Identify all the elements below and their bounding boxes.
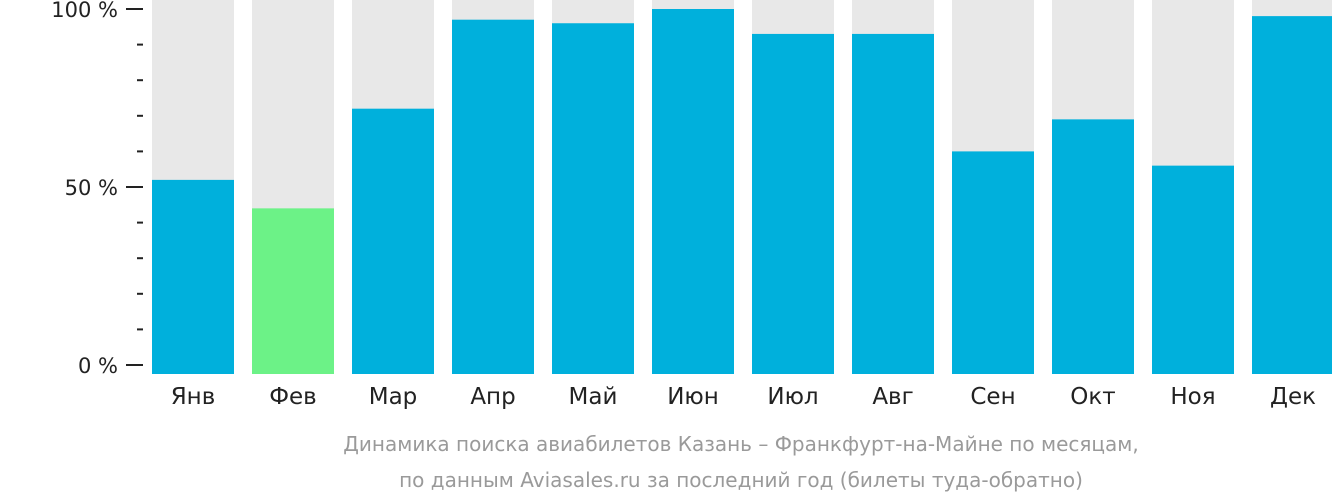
x-tick-label: Мар xyxy=(369,384,418,410)
x-tick-label: Май xyxy=(569,384,618,410)
bar-Май xyxy=(552,23,634,375)
bar-Янв xyxy=(152,179,234,374)
x-tick-label: Авг xyxy=(872,384,913,410)
bar-Июн xyxy=(652,9,734,374)
x-axis-labels: Янв Фев Мар Апр Май Июн Июл Авг Сен Окт Ноя Дек xyxy=(171,384,1316,410)
x-tick-label: Сен xyxy=(970,384,1015,410)
x-tick-label: Фев xyxy=(269,384,317,410)
x-tick-label: Июл xyxy=(767,384,818,410)
x-tick-label: Янв xyxy=(171,384,216,410)
x-tick-label: Июн xyxy=(667,384,719,410)
caption-line-2: по данным Aviasales.ru за последний год … xyxy=(399,468,1083,492)
bar-Ноя xyxy=(1152,165,1234,374)
x-tick-label: Ноя xyxy=(1170,384,1215,410)
bar-Фев xyxy=(252,208,334,374)
chart-caption: Динамика поиска авиабилетов Казань – Фра… xyxy=(343,432,1138,492)
bar-Окт xyxy=(1052,119,1134,374)
x-tick-label: Апр xyxy=(470,384,515,410)
y-tick-label: 100 % xyxy=(51,0,118,22)
bar-Апр xyxy=(452,19,534,375)
bar-Дек xyxy=(1252,16,1332,375)
x-tick-label: Дек xyxy=(1270,384,1316,410)
bar-Мар xyxy=(352,108,434,375)
y-axis: 0 % 50 % 100 % xyxy=(51,0,143,378)
bar-Июл xyxy=(752,33,834,375)
caption-line-1: Динамика поиска авиабилетов Казань – Фра… xyxy=(343,432,1138,456)
bar-Сен xyxy=(952,151,1034,374)
bars xyxy=(152,0,1332,375)
x-tick-label: Окт xyxy=(1070,384,1115,410)
y-tick-label: 0 % xyxy=(78,354,118,378)
y-tick-label: 50 % xyxy=(65,176,118,200)
bar-Авг xyxy=(852,33,934,375)
